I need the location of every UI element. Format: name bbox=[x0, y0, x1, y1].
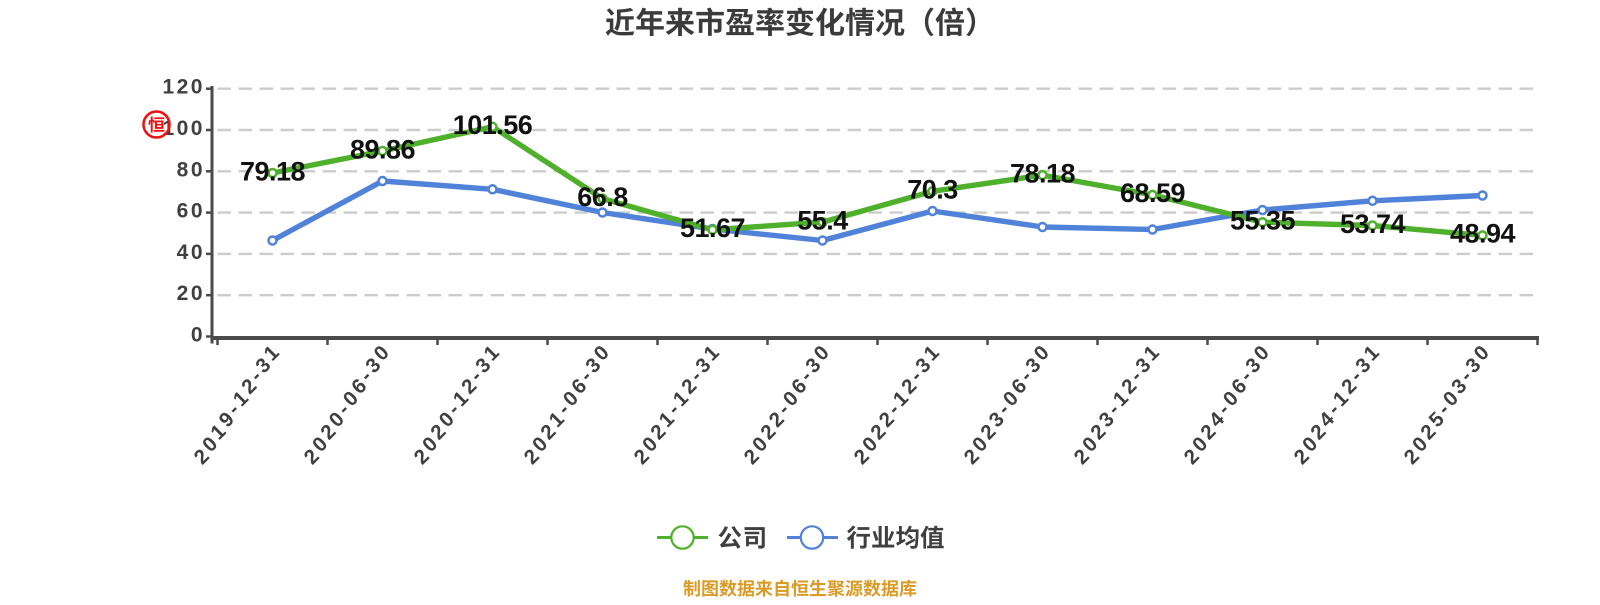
svg-text:0: 0 bbox=[191, 324, 205, 347]
svg-text:48.94: 48.94 bbox=[1450, 219, 1516, 249]
svg-text:60: 60 bbox=[177, 200, 205, 223]
svg-text:20: 20 bbox=[177, 282, 205, 305]
svg-text:100: 100 bbox=[162, 117, 205, 140]
svg-text:40: 40 bbox=[177, 241, 205, 264]
svg-text:120: 120 bbox=[162, 76, 205, 99]
svg-text:53.74: 53.74 bbox=[1340, 209, 1406, 239]
svg-text:66.8: 66.8 bbox=[577, 182, 628, 212]
svg-text:68.59: 68.59 bbox=[1120, 178, 1186, 208]
svg-text:55.4: 55.4 bbox=[797, 205, 848, 235]
svg-text:89.86: 89.86 bbox=[350, 134, 416, 164]
svg-text:70.3: 70.3 bbox=[907, 175, 958, 205]
svg-text:51.67: 51.67 bbox=[680, 213, 745, 243]
svg-text:78.18: 78.18 bbox=[1010, 158, 1076, 188]
svg-text:79.18: 79.18 bbox=[240, 156, 306, 186]
svg-text:80: 80 bbox=[177, 158, 205, 181]
svg-text:55.35: 55.35 bbox=[1230, 206, 1296, 236]
svg-text:101.56: 101.56 bbox=[453, 110, 533, 140]
